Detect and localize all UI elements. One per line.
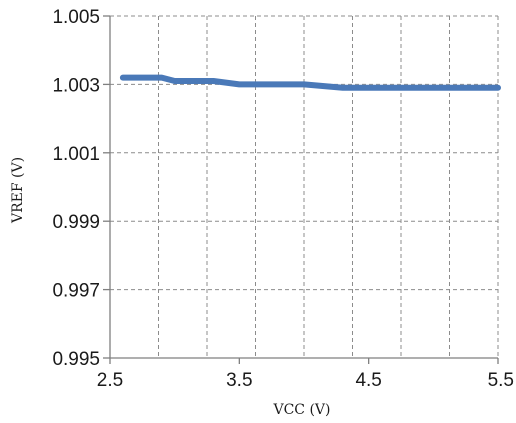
y-tick-label: 0.999 — [52, 212, 100, 233]
x-tick-label: 4.5 — [355, 370, 381, 391]
grid — [110, 15, 499, 358]
y-tick-label: 0.997 — [52, 281, 100, 302]
y-tick-label: 1.003 — [52, 75, 100, 96]
axes — [109, 16, 498, 359]
x-tick-label: 3.5 — [226, 370, 252, 391]
y-tick-label: 1.005 — [52, 7, 100, 28]
tick-labels: 0.995 0.997 0.999 1.001 1.003 1.005 2.5 3.5 4.5 5… — [52, 7, 514, 391]
y-tick-label: 1.001 — [52, 144, 100, 165]
ticks — [103, 15, 499, 364]
x-tick-label: 5.5 — [488, 370, 514, 391]
y-tick-label: 0.995 — [52, 349, 100, 370]
series — [119, 74, 501, 91]
y-axis-title: VREF (V) — [10, 157, 26, 224]
x-axis-title: VCC (V) — [272, 402, 330, 418]
series-line — [119, 74, 501, 91]
x-tick-label: 2.5 — [97, 370, 123, 391]
